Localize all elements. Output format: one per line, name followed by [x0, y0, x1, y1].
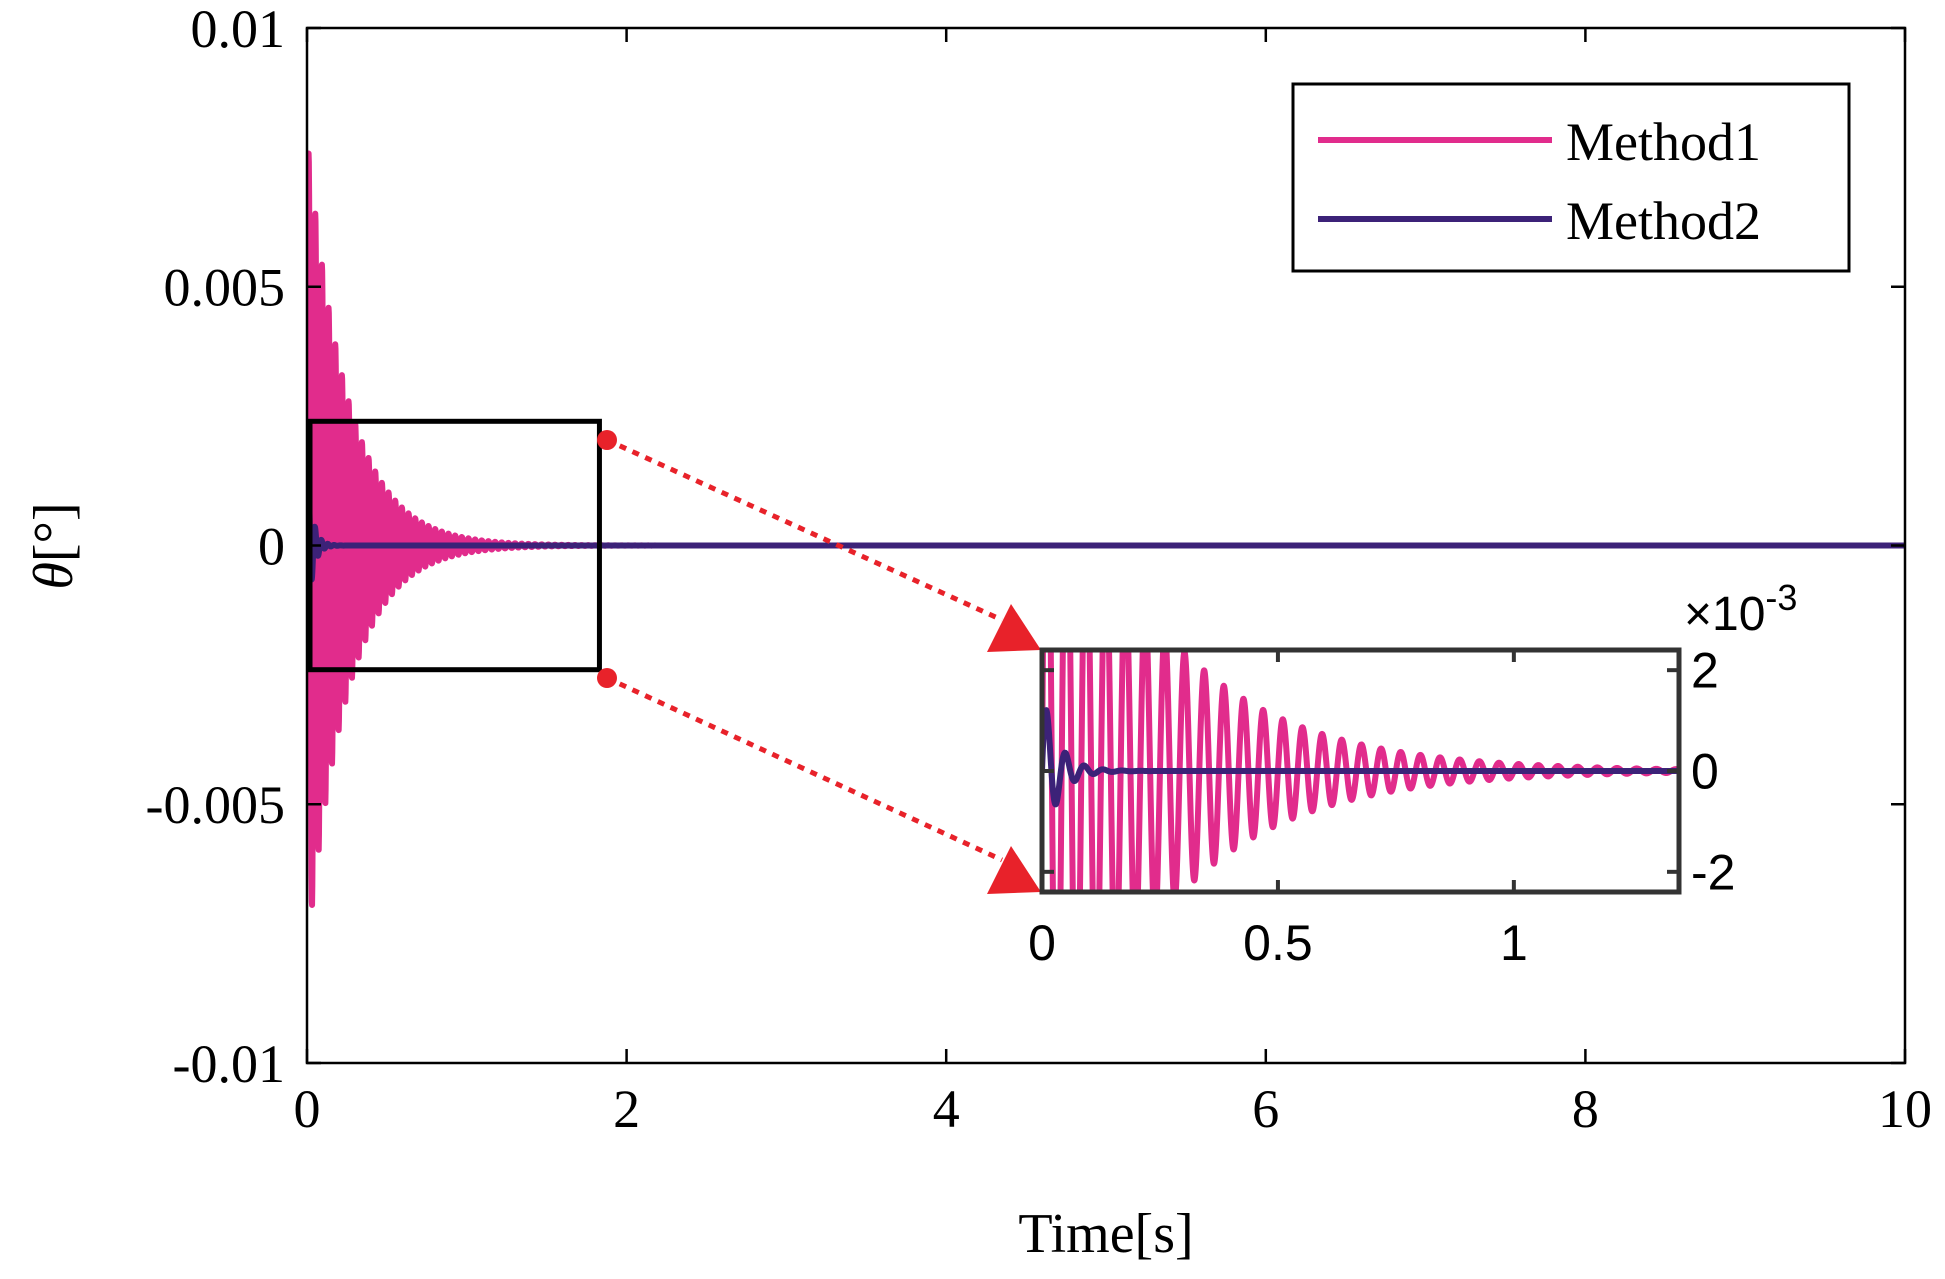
- inset-series-method2-line: [1042, 707, 1679, 808]
- x-tick-label: 6: [1252, 1079, 1279, 1139]
- legend-frame: [1291, 82, 1851, 273]
- inset-y-exponent-base: ×10: [1684, 588, 1765, 641]
- y-tick-label: 0.005: [164, 258, 286, 318]
- zoom-connector-bottom-dot: [597, 668, 617, 688]
- y-axis-label-unit: [°]: [23, 502, 85, 562]
- y-axis-ticks: -0.01 -0.005 0 0.005 0.01: [146, 0, 1905, 1094]
- x-tick-label: 10: [1878, 1079, 1932, 1139]
- x-axis-ticks: 0 2 4 6 8 10: [294, 28, 1932, 1139]
- x-tick-label: 0.5: [1243, 915, 1313, 971]
- x-tick-label: 4: [933, 1079, 960, 1139]
- inset-y-axis-ticks: -2 0 2: [1042, 643, 1735, 900]
- inset-y-exponent-power: -3: [1765, 577, 1797, 618]
- legend-label-method1: Method1: [1566, 112, 1761, 172]
- zoom-connector-top-arrowhead: [987, 604, 1041, 652]
- y-tick-label: 0.01: [191, 0, 286, 59]
- zoom-connector-bottom-arrowhead: [987, 846, 1041, 894]
- y-tick-label: 0: [1691, 744, 1719, 800]
- inset-x-axis-ticks: 0 0.5 1: [1028, 650, 1528, 971]
- y-tick-label: 0: [258, 516, 285, 576]
- zoom-connectors: [597, 430, 1041, 894]
- y-tick-label: -0.01: [173, 1034, 285, 1094]
- zoom-connector-top-dot: [597, 430, 617, 450]
- y-axis-label-symbol: θ: [23, 562, 85, 590]
- x-tick-label: 0: [294, 1079, 321, 1139]
- zoom-region-box: [307, 418, 602, 673]
- inset-y-exponent: ×10-3: [1684, 577, 1797, 641]
- x-axis-label: Time[s]: [1018, 1203, 1193, 1265]
- y-tick-label: -2: [1691, 844, 1735, 900]
- y-tick-label: -0.005: [146, 775, 285, 835]
- legend: Method1 Method2: [1291, 82, 1851, 273]
- inset-chart: 0 0.5 1 -202 ×10-3: [1028, 577, 1797, 971]
- x-tick-label: 8: [1572, 1079, 1599, 1139]
- y-axis-label: θ[°]: [23, 502, 85, 589]
- x-tick-label: 0: [1028, 915, 1056, 971]
- x-tick-label: 2: [613, 1079, 640, 1139]
- series-method2-line: [307, 480, 1905, 583]
- zoom-connector-bottom: [605, 675, 1004, 863]
- x-tick-label: 1: [1500, 915, 1528, 971]
- y-tick-label: 2: [1691, 643, 1719, 699]
- zoom-connector-top: [605, 437, 1004, 623]
- legend-label-method2: Method2: [1566, 191, 1761, 251]
